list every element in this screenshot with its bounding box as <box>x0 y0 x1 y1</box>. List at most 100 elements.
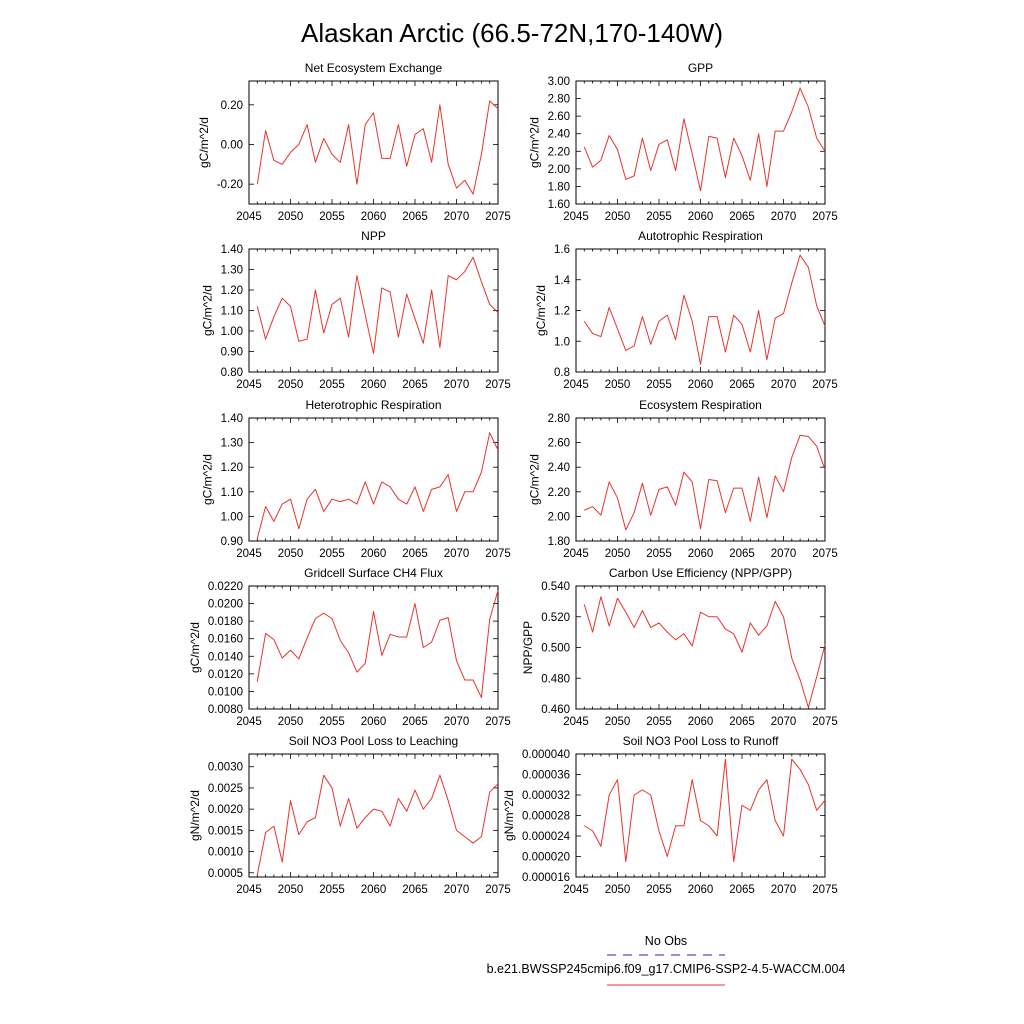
x-tick-label: 2055 <box>319 716 345 728</box>
y-tick-label: 0.480 <box>541 673 570 685</box>
y-tick-label: 1.30 <box>221 265 243 277</box>
y-axis-label: gN/m^2/d <box>188 790 202 841</box>
x-tick-label: 2055 <box>319 548 345 560</box>
x-tick-label: 2075 <box>485 211 511 223</box>
y-tick-label: 0.8 <box>554 367 570 379</box>
y-tick-label: 0.90 <box>221 347 243 359</box>
x-tick-label: 2065 <box>402 884 428 896</box>
y-tick-label: 0.0015 <box>208 825 243 837</box>
series-line <box>583 87 826 192</box>
y-tick-label: 0.000040 <box>522 749 570 761</box>
x-tick-label: 2045 <box>236 884 262 896</box>
chart-panel-5: Ecosystem Respiration 2045 2050 2055 2060 206… <box>528 398 838 560</box>
y-tick-label: 0.0180 <box>208 616 243 628</box>
y-axis-label: gC/m^2/d <box>188 622 202 673</box>
y-tick-label: 1.20 <box>221 462 243 474</box>
x-tick-label: 2060 <box>361 379 387 391</box>
x-tick-label: 2045 <box>563 379 589 391</box>
y-tick-label: 2.20 <box>548 487 570 499</box>
x-tick-label: 2050 <box>605 379 631 391</box>
x-tick-label: 2060 <box>688 379 714 391</box>
y-tick-label: 2.20 <box>548 146 570 158</box>
plot-frame <box>248 585 499 710</box>
x-tick-label: 2060 <box>688 716 714 728</box>
x-tick-label: 2055 <box>646 379 672 391</box>
panel-title: Net Ecosystem Exchange <box>305 61 443 75</box>
y-tick-label: 1.2 <box>554 306 570 318</box>
y-axis-label: gC/m^2/d <box>528 117 542 168</box>
page-title: Alaskan Arctic (66.5-72N,170-140W) <box>301 18 723 48</box>
y-tick-label: 0.0160 <box>208 634 243 646</box>
panel-title: Carbon Use Efficiency (NPP/GPP) <box>609 566 792 580</box>
y-tick-label: 1.6 <box>554 244 570 256</box>
x-tick-label: 2065 <box>402 379 428 391</box>
y-tick-label: 1.00 <box>221 326 243 338</box>
x-tick-label: 2070 <box>771 211 797 223</box>
y-tick-label: 2.60 <box>548 438 570 450</box>
panel-title: Soil NO3 Pool Loss to Leaching <box>289 734 458 748</box>
y-axis-label: gC/m^2/d <box>201 454 215 505</box>
panel-title: Heterotrophic Respiration <box>305 398 441 412</box>
x-tick-label: 2055 <box>646 211 672 223</box>
chart-panel-9: Soil NO3 Pool Loss to Runoff 2045 2050 2055… <box>502 734 838 896</box>
x-tick-label: 2070 <box>444 379 470 391</box>
x-tick-label: 2065 <box>729 548 755 560</box>
x-tick-label: 2065 <box>729 211 755 223</box>
x-tick-label: 2050 <box>278 211 304 223</box>
x-tick-label: 2045 <box>236 379 262 391</box>
y-tick-label: 0.520 <box>541 612 570 624</box>
y-tick-label: 1.80 <box>548 536 570 548</box>
y-tick-label: 0.000036 <box>522 770 570 782</box>
chart-panel-2: NPP 2045 2050 2055 2060 2065 2070 2075 0.80 0.90 1… <box>201 229 511 391</box>
x-tick-label: 2070 <box>444 716 470 728</box>
chart-panel-1: GPP 2045 2050 2055 2060 2065 2070 2075 1.60 1.80 2… <box>528 61 838 223</box>
series-line <box>583 254 826 365</box>
y-tick-label: 0.0030 <box>208 762 243 774</box>
y-tick-label: 0.00 <box>221 139 243 151</box>
panel-title: Autotrophic Respiration <box>638 229 763 243</box>
chart-panel-8: Soil NO3 Pool Loss to Leaching 2045 2050 20… <box>188 734 511 896</box>
y-tick-label: 0.20 <box>221 100 243 112</box>
y-tick-label: 0.0120 <box>208 669 243 681</box>
y-tick-label: 2.00 <box>548 164 570 176</box>
series-line <box>583 596 826 708</box>
x-tick-label: 2050 <box>605 716 631 728</box>
x-tick-label: 2055 <box>646 548 672 560</box>
legend-label-run: b.e21.BWSSP245cmip6.f09_g17.CMIP6-SSP2-4… <box>487 962 846 976</box>
y-tick-label: 2.80 <box>548 413 570 425</box>
y-tick-label: 0.0220 <box>208 581 243 593</box>
y-tick-label: 2.40 <box>548 462 570 474</box>
y-tick-label: 0.000032 <box>522 790 570 802</box>
x-tick-label: 2070 <box>771 548 797 560</box>
y-axis-label: gC/m^2/d <box>528 454 542 505</box>
x-tick-label: 2045 <box>563 548 589 560</box>
x-tick-label: 2075 <box>485 379 511 391</box>
x-tick-label: 2065 <box>402 716 428 728</box>
plot-frame <box>575 753 826 878</box>
y-tick-label: 1.10 <box>221 306 243 318</box>
y-tick-label: 2.80 <box>548 94 570 106</box>
plot-frame <box>575 585 826 710</box>
y-axis-label: NPP/GPP <box>521 621 535 674</box>
y-tick-label: 2.00 <box>548 511 570 523</box>
y-tick-label: 2.60 <box>548 111 570 123</box>
series-line <box>256 774 499 875</box>
x-tick-label: 2060 <box>361 548 387 560</box>
chart-panel-7: Carbon Use Efficiency (NPP/GPP) 2045 2050 2… <box>521 566 838 728</box>
plot-frame <box>575 417 826 542</box>
x-tick-label: 2060 <box>688 548 714 560</box>
y-tick-label: 2.40 <box>548 129 570 141</box>
plot-frame <box>248 753 499 878</box>
y-tick-label: 3.00 <box>548 76 570 88</box>
panel-title: Ecosystem Respiration <box>639 398 762 412</box>
x-tick-label: 2060 <box>361 211 387 223</box>
x-tick-label: 2050 <box>605 211 631 223</box>
x-tick-label: 2065 <box>402 548 428 560</box>
plot-frame <box>575 248 826 373</box>
legend: No Obs b.e21.BWSSP245cmip6.f09_g17.CMIP6… <box>487 934 846 986</box>
y-tick-label: 1.30 <box>221 438 243 450</box>
y-tick-label: 0.000016 <box>522 872 570 884</box>
x-tick-label: 2060 <box>361 884 387 896</box>
x-tick-label: 2070 <box>444 548 470 560</box>
y-tick-label: 0.540 <box>541 581 570 593</box>
